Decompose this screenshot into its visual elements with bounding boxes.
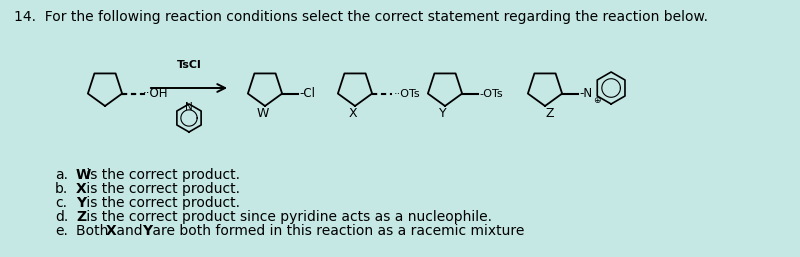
Text: W: W [76, 168, 91, 182]
Text: N: N [185, 102, 193, 112]
Text: is the correct product.: is the correct product. [82, 196, 240, 210]
Text: -Cl: -Cl [299, 87, 315, 100]
Text: b.: b. [55, 182, 68, 196]
Text: Z: Z [546, 107, 554, 120]
Text: X: X [76, 182, 86, 196]
Text: Z: Z [76, 210, 86, 224]
Text: X: X [106, 224, 117, 238]
Text: -OTs: -OTs [479, 89, 502, 99]
Text: is the correct product since pyridine acts as a nucleophile.: is the correct product since pyridine ac… [82, 210, 492, 224]
Text: a.: a. [55, 168, 68, 182]
Text: e.: e. [55, 224, 68, 238]
Text: 14.  For the following reaction conditions select the correct statement regardin: 14. For the following reaction condition… [14, 10, 708, 24]
Text: W: W [257, 107, 269, 120]
Text: Both: Both [76, 224, 113, 238]
Text: d.: d. [55, 210, 68, 224]
Text: ⊕: ⊕ [593, 96, 601, 105]
Text: and: and [112, 224, 147, 238]
Text: ··OH: ··OH [143, 87, 169, 100]
Text: Y: Y [142, 224, 152, 238]
Text: is the correct product.: is the correct product. [82, 182, 240, 196]
Text: Y: Y [76, 196, 86, 210]
Text: are both formed in this reaction as a racemic mixture: are both formed in this reaction as a ra… [148, 224, 524, 238]
Text: -N: -N [579, 87, 592, 100]
Text: c.: c. [55, 196, 67, 210]
Text: Y: Y [439, 107, 447, 120]
Text: TsCl: TsCl [177, 60, 202, 70]
Text: is the correct product.: is the correct product. [82, 168, 240, 182]
Text: ··OTs: ··OTs [394, 89, 421, 99]
Text: X: X [349, 107, 358, 120]
